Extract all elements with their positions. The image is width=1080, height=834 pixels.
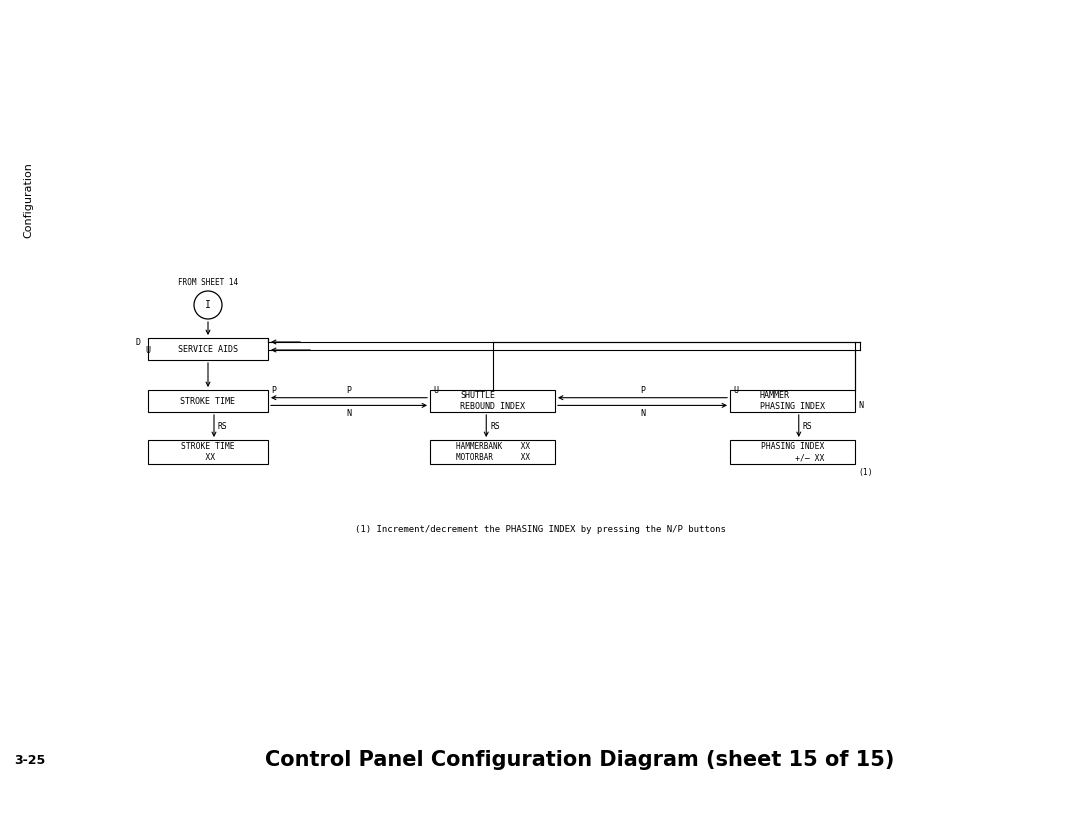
Text: RS: RS <box>218 421 228 430</box>
Text: Configuration: Configuration <box>23 162 33 238</box>
Text: I: I <box>205 300 211 310</box>
Text: 3-25: 3-25 <box>14 753 45 766</box>
Text: U: U <box>145 345 150 354</box>
Text: N: N <box>640 409 645 419</box>
Bar <box>430 440 555 464</box>
Text: (1): (1) <box>858 468 873 477</box>
Bar <box>148 338 268 360</box>
Text: U: U <box>433 385 438 394</box>
Text: STROKE TIME: STROKE TIME <box>180 396 235 405</box>
Text: P: P <box>640 385 645 394</box>
Text: SERVICE AIDS: SERVICE AIDS <box>178 344 238 354</box>
Text: RS: RS <box>802 421 812 430</box>
Text: RS: RS <box>490 421 500 430</box>
Text: P: P <box>347 385 351 394</box>
Bar <box>148 440 268 464</box>
Bar <box>730 440 855 464</box>
Text: D: D <box>135 338 140 346</box>
Text: N: N <box>347 409 351 419</box>
Text: FROM SHEET 14: FROM SHEET 14 <box>178 278 238 287</box>
Text: (1) Increment/decrement the PHASING INDEX by pressing the N/P buttons: (1) Increment/decrement the PHASING INDE… <box>354 525 726 535</box>
Bar <box>148 390 268 412</box>
Text: PHASING INDEX
       +/– XX: PHASING INDEX +/– XX <box>760 442 824 462</box>
Text: P: P <box>271 385 276 394</box>
Text: SHUTTLE
REBOUND INDEX: SHUTTLE REBOUND INDEX <box>460 391 525 411</box>
Text: N: N <box>858 401 863 409</box>
Text: STROKE TIME
     XX: STROKE TIME XX <box>181 442 234 462</box>
Text: HAMMERBANK    XX
MOTORBAR      XX: HAMMERBANK XX MOTORBAR XX <box>456 442 529 462</box>
Bar <box>430 390 555 412</box>
Text: U: U <box>733 385 738 394</box>
Text: Control Panel Configuration Diagram (sheet 15 of 15): Control Panel Configuration Diagram (she… <box>266 750 894 770</box>
Text: HAMMER
PHASING INDEX: HAMMER PHASING INDEX <box>760 391 825 411</box>
Bar <box>730 390 855 412</box>
